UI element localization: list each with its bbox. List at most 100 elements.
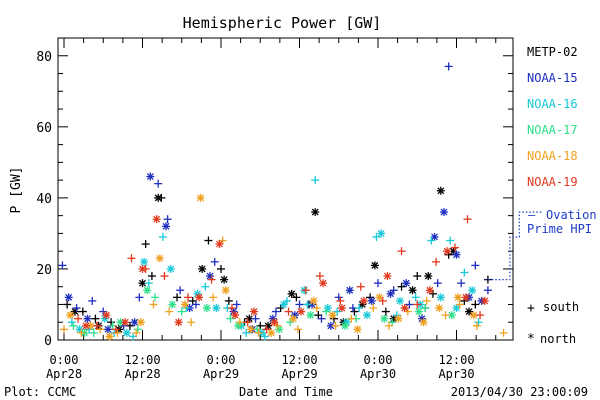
star-stroke-d2: [415, 308, 423, 316]
north-data-point: [309, 296, 318, 305]
legend-entry-metp-02: METP-02: [527, 45, 578, 59]
x-tick-date-label: Apr29: [281, 367, 317, 381]
north-data-point: [168, 300, 177, 309]
star-stroke-d2: [66, 311, 74, 319]
south-data-point: [210, 257, 219, 266]
south-data-point: [163, 215, 172, 224]
south-data-point: [227, 304, 236, 313]
south-data-point: [427, 236, 436, 245]
star-stroke-d2: [426, 286, 434, 294]
x-axis-label: Date and Time: [239, 385, 333, 399]
north-data-point: [465, 307, 474, 316]
north-data-point: [221, 286, 230, 295]
south-data-point: [72, 304, 81, 313]
star-stroke-d2: [212, 304, 220, 312]
star-stroke-d2: [371, 261, 379, 269]
star-stroke-d2: [354, 325, 362, 333]
x-tick-time-label: 12:00: [438, 353, 474, 367]
south-data-point: [331, 321, 340, 330]
south-data-point: [444, 62, 453, 71]
north-data-point: [461, 293, 470, 302]
south-data-point: [176, 286, 185, 295]
north-data-point: [267, 328, 276, 337]
star-stroke-d2: [424, 272, 432, 280]
south-data-point: [158, 232, 167, 241]
star-stroke-d2: [454, 293, 462, 301]
south-data-point: [78, 307, 87, 316]
north-data-point: [436, 186, 445, 195]
ovation-legend-label-2: Prime HPI: [527, 222, 592, 236]
south-data-point: [441, 311, 450, 320]
south-data-point: [135, 293, 144, 302]
star-stroke-d2: [465, 308, 473, 316]
north-data-point: [196, 193, 205, 202]
north-data-point: [367, 296, 376, 305]
south-data-point: [336, 296, 345, 305]
star-stroke-d2: [143, 286, 151, 294]
south-data-point: [113, 328, 122, 337]
south-data-point: [88, 296, 97, 305]
star-stroke-d2: [175, 318, 183, 326]
south-data-point: [127, 254, 136, 263]
star-stroke-d2: [181, 301, 189, 308]
star-stroke-d2: [206, 272, 214, 280]
south-data-point: [455, 300, 464, 309]
x-tick-date-label: Apr30: [438, 367, 474, 381]
south-data-point: [450, 243, 459, 252]
south-data-point: [292, 293, 301, 302]
north-data-point: [468, 286, 477, 295]
south-data-point: [204, 236, 213, 245]
south-data-point: [413, 272, 422, 281]
south-data-point: [60, 325, 68, 334]
star-stroke-d2: [153, 215, 161, 223]
south-data-point: [293, 325, 302, 334]
south-data-point: [322, 307, 331, 316]
north-data-point: [146, 172, 155, 181]
north-data-point: [377, 229, 386, 238]
south-data-point: [177, 307, 186, 316]
star-stroke-d2: [230, 308, 238, 316]
north-data-point: [469, 311, 478, 320]
south-data-point: [224, 296, 233, 305]
south-data-point: [69, 321, 78, 330]
star-stroke-d2: [443, 247, 451, 255]
south-data-point: [262, 325, 271, 334]
south-data-point: [133, 325, 142, 334]
x-tick-time-label: 0:00: [50, 353, 79, 367]
south-data-point: [372, 232, 381, 241]
south-data-point: [378, 296, 387, 305]
north-data-point: [306, 311, 315, 320]
star-stroke-d2: [435, 304, 443, 312]
ovation-prime-line: [484, 211, 543, 281]
north-data-point: [419, 318, 428, 327]
star-stroke-d2: [168, 301, 176, 308]
south-data-point: [460, 268, 469, 277]
north-data-point: [215, 240, 224, 249]
legend-entry-noaa-17: NOAA-17: [527, 123, 578, 137]
south-data-point: [149, 300, 158, 309]
star-stroke-d2: [82, 322, 90, 330]
star-stroke-d2: [167, 265, 175, 273]
south-data-point: [472, 321, 481, 330]
north-data-point: [337, 304, 346, 313]
north-data-point: [430, 232, 439, 241]
north-data-point: [249, 307, 258, 316]
x-tick-time-label: 0:00: [364, 353, 393, 367]
north-data-point: [180, 300, 189, 309]
south-data-point: [284, 307, 293, 316]
south-data-point: [89, 328, 98, 337]
north-data-point: [103, 325, 112, 334]
north-data-point: [70, 307, 79, 316]
star-stroke-d2: [327, 322, 335, 330]
south-data-point: [350, 307, 359, 316]
south-data-point: [421, 304, 430, 313]
legend-entry-noaa-19: NOAA-19: [527, 175, 578, 189]
star-stroke-d2: [139, 279, 146, 287]
south-data-point: [141, 240, 150, 249]
south-data-point: [154, 179, 163, 188]
north-data-point: [289, 314, 298, 323]
star-stroke-d2: [409, 286, 416, 294]
south-data-point: [347, 314, 356, 323]
south-data-point: [111, 325, 120, 334]
star-stroke-d2: [76, 325, 84, 333]
